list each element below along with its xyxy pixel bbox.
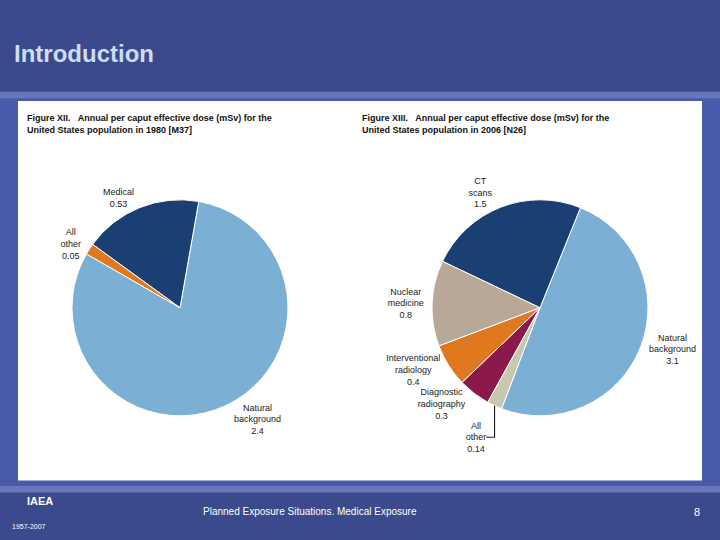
svg-text:Planned Exposure Situations. M: Planned Exposure Situations. Medical Exp… — [203, 506, 417, 517]
svg-text:CTscans1.5: CTscans1.5 — [468, 176, 492, 209]
svg-text:Allother0.05: Allother0.05 — [61, 227, 82, 260]
svg-text:IAEA: IAEA — [27, 495, 53, 507]
svg-text:Medical0.53: Medical0.53 — [103, 187, 134, 209]
svg-text:Naturalbackground2.4: Naturalbackground2.4 — [234, 403, 281, 436]
svg-text:Interventionalradiology0.4: Interventionalradiology0.4 — [386, 353, 440, 386]
svg-text:Figure XIII. Annual per capu: Figure XIII. Annual per caput effective … — [362, 113, 609, 135]
svg-text:Allother0.14: Allother0.14 — [466, 421, 487, 454]
svg-text:Diagnosticradiography0.3: Diagnosticradiography0.3 — [418, 387, 466, 420]
svg-text:Figure XII. Annual per caput: Figure XII. Annual per caput effective d… — [27, 113, 272, 135]
svg-text:Introduction: Introduction — [14, 40, 154, 67]
svg-text:Nuclearmedicine0.8: Nuclearmedicine0.8 — [388, 287, 424, 320]
svg-text:Naturalbackground3.1: Naturalbackground3.1 — [649, 333, 696, 366]
svg-text:8: 8 — [694, 506, 700, 518]
svg-text:1957-2007: 1957-2007 — [12, 523, 46, 530]
